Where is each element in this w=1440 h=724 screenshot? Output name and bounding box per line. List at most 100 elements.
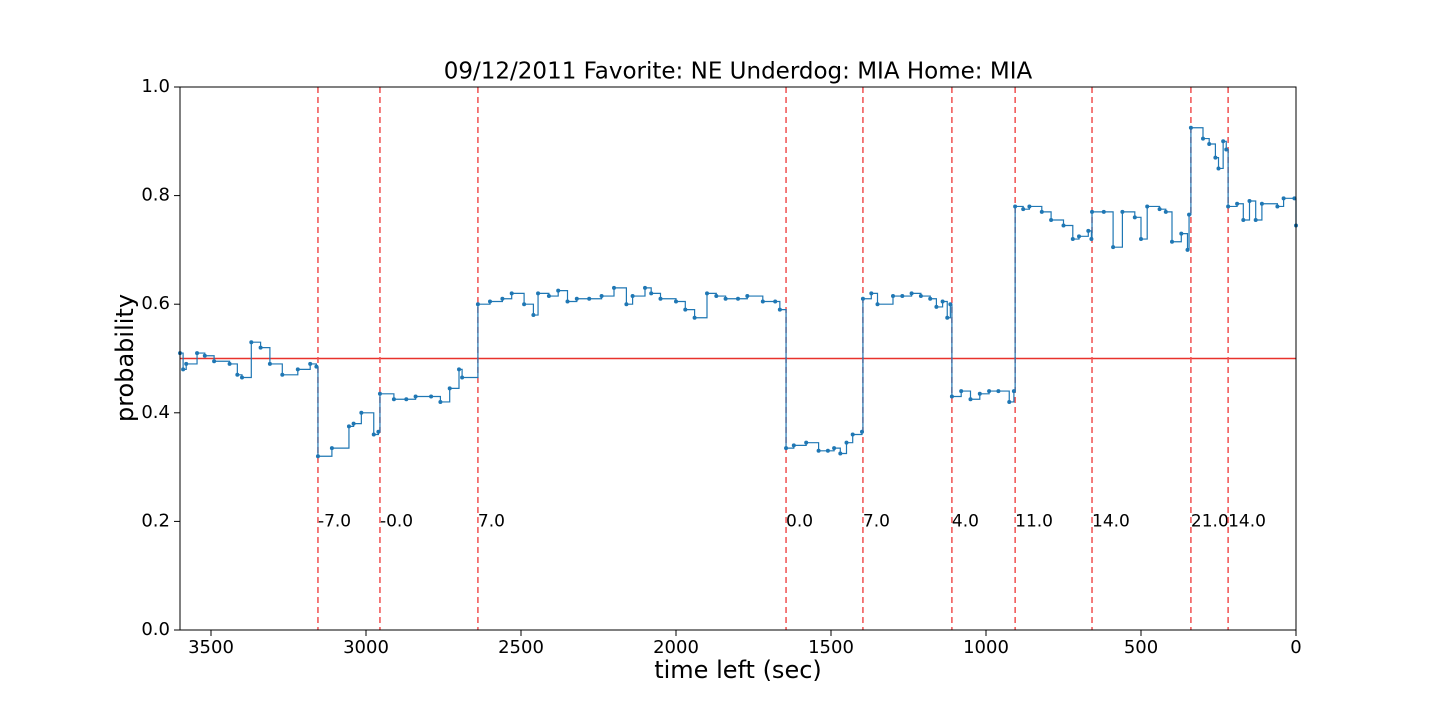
point: [308, 361, 313, 366]
point: [447, 386, 452, 391]
point: [612, 285, 616, 290]
y-axis-label: probability: [111, 294, 139, 422]
point: [181, 367, 186, 372]
y-tick-label: 0.0: [141, 619, 170, 640]
event-label: 14.0: [1228, 511, 1266, 531]
point: [1188, 125, 1193, 130]
point: [249, 340, 254, 345]
point: [777, 307, 782, 312]
point: [522, 302, 527, 307]
point: [1090, 209, 1095, 214]
point: [1139, 237, 1143, 242]
y-tick-label: 0.2: [141, 510, 170, 531]
point: [977, 391, 982, 396]
point: [267, 361, 272, 366]
point: [784, 446, 789, 451]
point: [1070, 237, 1075, 242]
point: [1207, 142, 1212, 147]
point: [791, 443, 796, 448]
point: [658, 296, 663, 301]
x-axis-label: time left (sec): [654, 656, 822, 684]
point: [500, 296, 505, 301]
point: [1281, 196, 1286, 201]
point: [587, 296, 592, 301]
x-tick-label: 3000: [343, 637, 389, 658]
point: [599, 294, 604, 299]
point: [928, 296, 933, 301]
point: [315, 454, 320, 459]
point: [413, 394, 418, 399]
point: [295, 367, 300, 372]
point: [1157, 207, 1162, 212]
point: [832, 446, 837, 451]
point: [240, 375, 244, 380]
point: [773, 299, 778, 304]
point: [1101, 209, 1106, 214]
y-tick-label: 0.8: [141, 185, 170, 206]
point: [1163, 209, 1168, 214]
point: [329, 446, 334, 451]
point: [509, 291, 514, 296]
point: [692, 315, 697, 320]
point: [674, 299, 678, 304]
point: [850, 432, 855, 437]
point: [1013, 204, 1018, 209]
point: [630, 294, 635, 299]
point: [1247, 199, 1252, 204]
point: [1120, 209, 1125, 214]
event-label: 0.0: [786, 511, 813, 531]
point: [556, 288, 561, 293]
event-label: -0.0: [380, 511, 413, 531]
point: [457, 367, 461, 372]
point: [643, 285, 647, 290]
point: [227, 361, 232, 366]
point: [714, 294, 719, 299]
event-label: 7.0: [478, 511, 505, 531]
point: [391, 397, 396, 402]
point: [838, 451, 843, 456]
point: [624, 302, 629, 307]
point: [745, 294, 750, 299]
point: [860, 296, 865, 301]
point: [258, 345, 263, 350]
point: [959, 389, 964, 394]
point: [212, 359, 217, 364]
point: [574, 296, 579, 301]
point: [235, 372, 240, 377]
point: [1226, 204, 1231, 209]
point: [1089, 237, 1094, 242]
y-tick-label: 1.0: [141, 76, 170, 97]
point: [376, 429, 381, 434]
point: [918, 294, 923, 299]
point: [475, 302, 480, 307]
point: [1179, 231, 1184, 236]
point: [460, 375, 465, 380]
point: [1224, 147, 1229, 152]
point: [1027, 204, 1032, 209]
point: [531, 313, 536, 318]
point: [351, 421, 356, 426]
point: [438, 399, 443, 404]
point: [314, 364, 319, 369]
point: [891, 294, 895, 299]
point: [377, 391, 382, 396]
x-tick-label: 2000: [653, 637, 699, 658]
point: [1086, 228, 1091, 233]
point: [1221, 139, 1226, 144]
point: [816, 448, 821, 453]
point: [1145, 204, 1150, 209]
point: [202, 353, 207, 358]
point: [909, 291, 914, 296]
point: [948, 302, 953, 307]
point: [705, 291, 709, 296]
point: [736, 296, 740, 301]
point: [1292, 196, 1297, 201]
point: [1011, 389, 1016, 394]
point: [195, 351, 200, 356]
series-line: [180, 127, 1297, 457]
point: [280, 372, 285, 377]
point: [184, 361, 189, 366]
point: [683, 307, 688, 312]
plot-frame: [179, 86, 1297, 631]
